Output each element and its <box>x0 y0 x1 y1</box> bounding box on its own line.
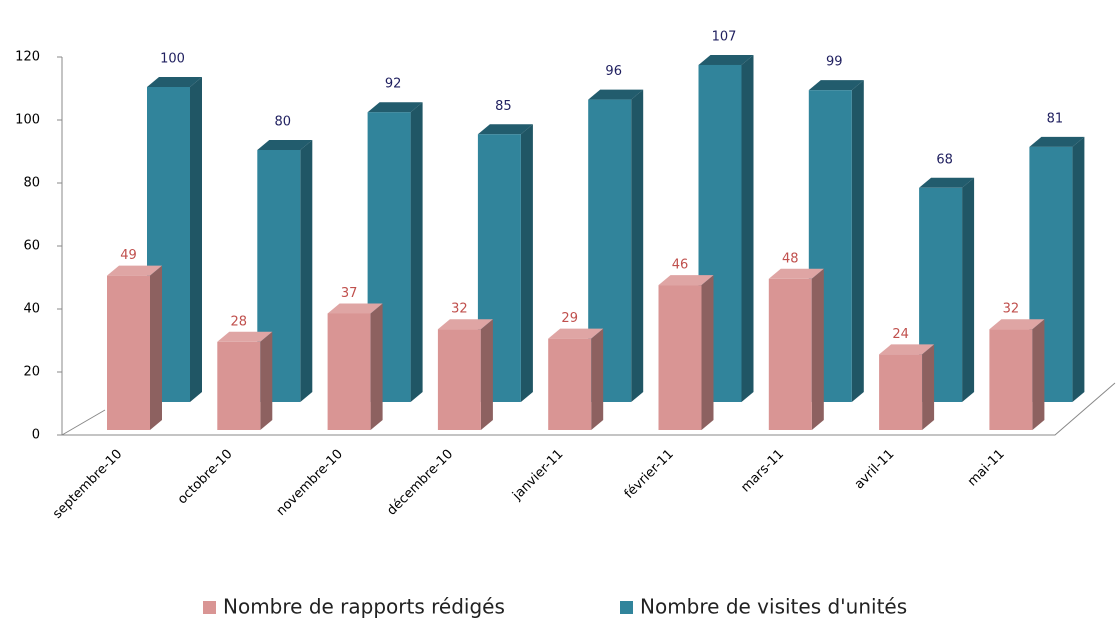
bar-front <box>107 275 150 430</box>
bar-top <box>768 268 824 279</box>
bar-side <box>631 89 644 402</box>
value-label: 29 <box>561 311 578 326</box>
y-tick-label: 40 <box>23 302 40 317</box>
value-label: 24 <box>892 327 909 342</box>
bar-side <box>480 319 493 430</box>
bar-side <box>260 331 273 430</box>
bar-front <box>548 338 592 430</box>
value-label: 96 <box>605 64 622 79</box>
bar-front <box>658 285 702 430</box>
bar-side <box>701 275 714 430</box>
bar-top <box>879 344 935 355</box>
bar <box>217 331 273 430</box>
value-label: 100 <box>160 52 185 67</box>
bar-top <box>327 303 383 314</box>
value-label: 48 <box>782 251 799 266</box>
bar-top <box>588 89 644 100</box>
bar-top <box>257 140 313 150</box>
bar <box>658 275 714 430</box>
value-label: 49 <box>120 248 137 263</box>
y-tick-label: 20 <box>23 365 40 380</box>
bar-side <box>1032 319 1045 430</box>
x-tick-label: mai-11 <box>965 447 1008 490</box>
bar-side <box>190 77 202 402</box>
bar-top <box>989 319 1045 330</box>
bar-top <box>217 331 273 342</box>
bar-side <box>300 140 313 402</box>
bar-front <box>217 341 261 430</box>
bar-top <box>808 80 864 91</box>
bar-top <box>477 124 533 135</box>
value-label: 99 <box>826 55 843 70</box>
bar-side <box>370 303 383 430</box>
y-tick-label: 80 <box>23 176 40 191</box>
legend-label: Nombre de rapports rédigés <box>223 595 505 619</box>
bar-side <box>962 177 975 402</box>
bar-side <box>851 80 864 403</box>
x-tick-label: février-11 <box>622 447 677 502</box>
value-label: 85 <box>495 99 512 114</box>
bar <box>768 268 824 430</box>
bar <box>147 77 202 402</box>
legend-swatch <box>620 601 633 614</box>
bar-side <box>591 328 604 430</box>
bar-side <box>1072 136 1085 402</box>
bar-top <box>1029 136 1085 147</box>
bar-front <box>879 354 923 430</box>
bar <box>879 344 935 430</box>
x-tick-label: novembre-10 <box>274 447 346 519</box>
bar-top <box>698 54 754 65</box>
value-label: 68 <box>936 152 953 167</box>
x-tick-label: octobre-10 <box>175 447 236 508</box>
bar-top <box>548 328 604 339</box>
bar-side <box>741 54 754 402</box>
bar <box>548 328 604 430</box>
bar <box>437 319 493 430</box>
bar-side <box>922 344 935 430</box>
x-tick-label: septembre-10 <box>50 447 125 522</box>
bar-side <box>520 124 533 402</box>
value-label: 46 <box>672 258 689 273</box>
bar-top <box>919 177 975 188</box>
bar-top <box>437 319 493 330</box>
x-tick-label: décembre-10 <box>384 447 456 519</box>
bar-top <box>658 275 714 286</box>
value-label: 92 <box>385 77 402 92</box>
legend-label: Nombre de visites d'unités <box>640 595 907 619</box>
bar-top <box>367 102 423 113</box>
bar <box>327 303 383 430</box>
y-tick-label: 0 <box>32 428 40 443</box>
x-tick-label: avril-11 <box>852 447 898 493</box>
value-label: 80 <box>275 115 292 130</box>
bar-front <box>989 329 1033 430</box>
bar-top <box>107 265 162 276</box>
bar <box>989 319 1045 430</box>
bar <box>107 265 162 430</box>
y-tick-label: 100 <box>15 113 40 128</box>
bar-front <box>327 313 371 430</box>
y-tick-label: 60 <box>23 239 40 254</box>
value-label: 81 <box>1047 111 1064 126</box>
value-label: 107 <box>712 29 737 44</box>
x-tick-label: mars-11 <box>738 447 787 496</box>
value-label: 28 <box>231 314 248 329</box>
bar-front <box>437 329 481 430</box>
bar-side <box>811 268 824 430</box>
bar-top <box>147 77 202 87</box>
value-label: 37 <box>341 286 358 301</box>
x-tick-label: janvier-11 <box>509 447 566 504</box>
value-label: 32 <box>1003 302 1020 317</box>
bar-side <box>150 265 162 430</box>
bar-side <box>410 102 423 402</box>
bar-front <box>768 278 812 430</box>
y-tick-label: 120 <box>15 50 40 65</box>
legend-swatch <box>203 601 216 614</box>
value-label: 32 <box>451 302 468 317</box>
